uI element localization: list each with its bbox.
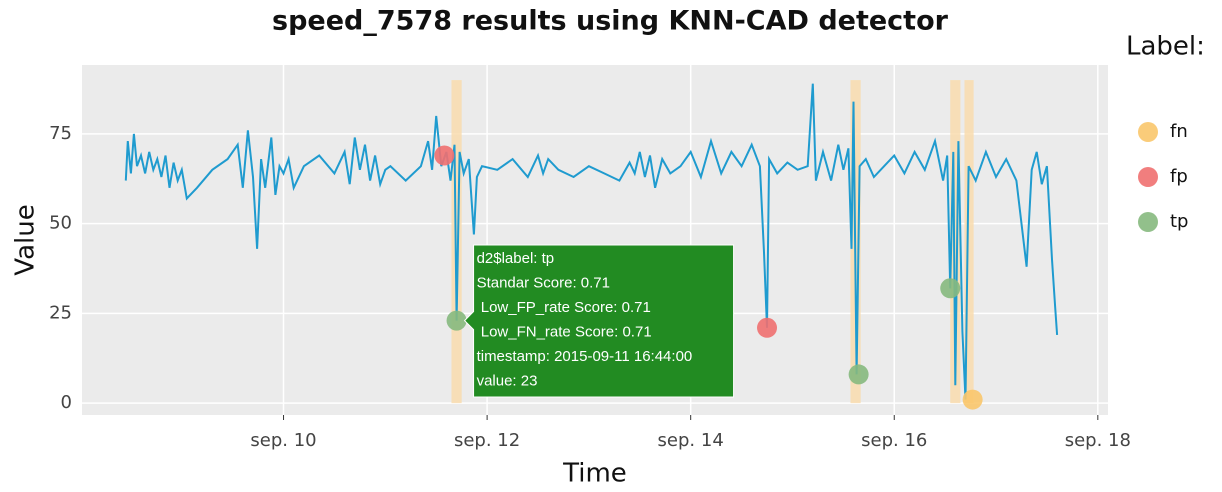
y-axis-label: Value <box>11 204 41 275</box>
x-tick-label: sep. 14 <box>658 430 724 451</box>
label-point <box>757 317 778 338</box>
label-point <box>962 389 983 410</box>
label-point <box>434 145 455 166</box>
anomaly-window <box>950 80 961 404</box>
y-tick-label: 75 <box>49 123 72 144</box>
legend-swatch <box>1138 212 1158 232</box>
tooltip-line: d2$label: tp <box>477 250 555 267</box>
y-tick-label: 50 <box>49 213 72 234</box>
legend-label: fp <box>1170 166 1188 187</box>
tooltip-line: timestamp: 2015-09-11 16:44:00 <box>477 348 693 365</box>
label-point <box>446 310 467 331</box>
chart-title: speed_7578 results using KNN-CAD detecto… <box>272 6 949 37</box>
legend-label: tp <box>1170 211 1188 232</box>
tooltip-box <box>463 244 735 398</box>
x-tick-label: sep. 12 <box>454 430 520 451</box>
x-tick-label: sep. 16 <box>861 430 927 451</box>
tooltip-line: Low_FP_rate Score: 0.71 <box>477 299 651 316</box>
data-line <box>124 83 1059 400</box>
tooltip-line: value: 23 <box>477 372 538 389</box>
y-tick-label: 0 <box>61 392 72 413</box>
tooltip-line: Standar Score: 0.71 <box>477 274 610 291</box>
anomaly-window <box>964 80 974 404</box>
label-point <box>848 364 869 385</box>
legend-swatch <box>1138 122 1158 142</box>
legend-title: Label: <box>1126 32 1205 62</box>
y-tick-label: 25 <box>49 302 72 323</box>
x-tick-label: sep. 10 <box>250 430 316 451</box>
tooltip-line: Low_FN_rate Score: 0.71 <box>477 323 652 340</box>
legend-label: fn <box>1170 121 1188 142</box>
x-tick-label: sep. 18 <box>1065 430 1131 451</box>
label-point <box>940 278 961 299</box>
legend-swatch <box>1138 167 1158 187</box>
x-axis-label: Time <box>562 459 627 489</box>
